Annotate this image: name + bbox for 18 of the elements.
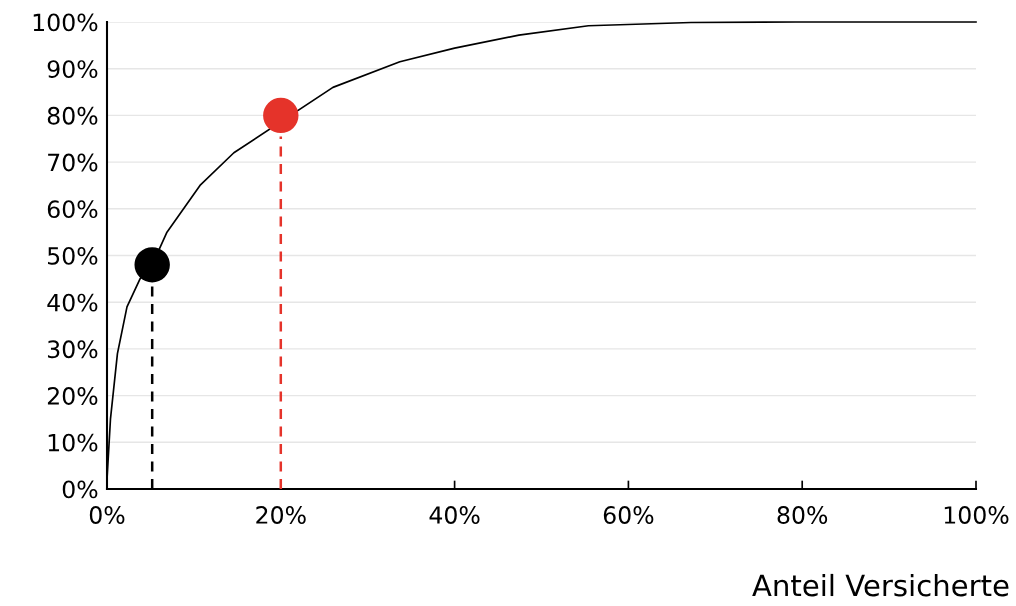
y-tick-label: 20%	[47, 387, 98, 405]
y-tick-label: 80%	[47, 106, 98, 125]
x-tick-label: 20%	[256, 506, 306, 524]
y-tick-label: 90%	[47, 60, 98, 79]
y-tick-label: 100%	[33, 13, 98, 32]
x-tick-label: 0%	[89, 506, 125, 524]
x-axis-title: Anteil Versicherte	[752, 573, 1009, 597]
x-tick-label: 100%	[944, 506, 1009, 524]
y-tick-label: 60%	[47, 200, 98, 219]
y-tick-label: 40%	[47, 293, 98, 312]
y-tick-label: 50%	[48, 246, 98, 265]
x-tick-label: 60%	[603, 506, 654, 524]
y-tick-label: 30%	[47, 340, 98, 359]
x-tick-label: 40%	[429, 506, 480, 524]
y-tick-label: 10%	[48, 433, 98, 452]
y-tick-label: 0%	[62, 480, 98, 499]
x-tick-label: 80%	[777, 506, 828, 524]
y-tick-label: 70%	[48, 153, 98, 172]
